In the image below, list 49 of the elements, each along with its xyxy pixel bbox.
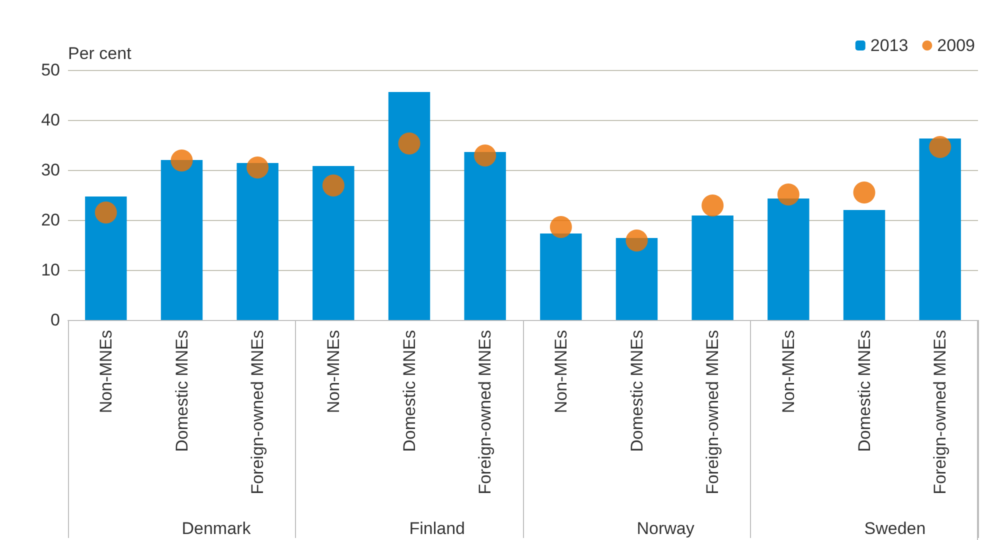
y-axis-title: Per cent (68, 44, 132, 63)
point (170, 150, 193, 172)
x-tick-label: Foreign-owned MNEs (930, 330, 950, 494)
point (322, 174, 344, 196)
y-tick-label: 40 (41, 110, 60, 130)
bar (843, 210, 886, 320)
x-tick-label: Domestic MNEs (172, 330, 192, 452)
point (626, 230, 648, 252)
bar (236, 163, 278, 320)
y-tick-label: 50 (41, 60, 60, 80)
point (398, 132, 420, 154)
text: Denmark (182, 519, 252, 538)
x-tick-label: Foreign-owned MNEs (476, 330, 495, 494)
text: Finland (409, 519, 466, 538)
legend-label: 2013 (870, 36, 908, 55)
bar (540, 234, 582, 320)
bar (312, 166, 354, 320)
x-tick-label: Non-MNEs (551, 330, 570, 414)
bar (160, 160, 203, 320)
x-tick-label: Domestic MNEs (627, 330, 646, 452)
bar (388, 92, 430, 320)
x-tick-label: Non-MNEs (324, 330, 343, 414)
bar (616, 238, 658, 320)
legend-label: 2009 (937, 36, 976, 55)
y-tick-label: 0 (50, 310, 60, 330)
point (474, 144, 496, 166)
point (550, 216, 572, 238)
bar (919, 138, 961, 320)
point (702, 194, 724, 216)
bar (464, 152, 506, 320)
x-tick-label: Non-MNEs (96, 330, 116, 414)
x-tick-label: Domestic MNEs (854, 330, 874, 452)
y-tick-label: 30 (41, 160, 60, 180)
point (94, 202, 117, 224)
point (246, 156, 269, 178)
x-tick-label: Domestic MNEs (400, 330, 419, 452)
point (777, 184, 800, 206)
bar (85, 196, 127, 320)
x-tick-label: Foreign-owned MNEs (248, 330, 268, 494)
y-tick-label: 20 (41, 210, 60, 230)
point (929, 136, 952, 158)
y-tick-label: 10 (41, 260, 60, 280)
bar (768, 198, 810, 320)
text: Norway (636, 519, 695, 538)
x-tick-label: Foreign-owned MNEs (703, 330, 722, 494)
bar (692, 216, 734, 320)
point (853, 182, 876, 204)
text: Sweden (864, 519, 926, 538)
x-tick-label: Non-MNEs (778, 330, 798, 414)
